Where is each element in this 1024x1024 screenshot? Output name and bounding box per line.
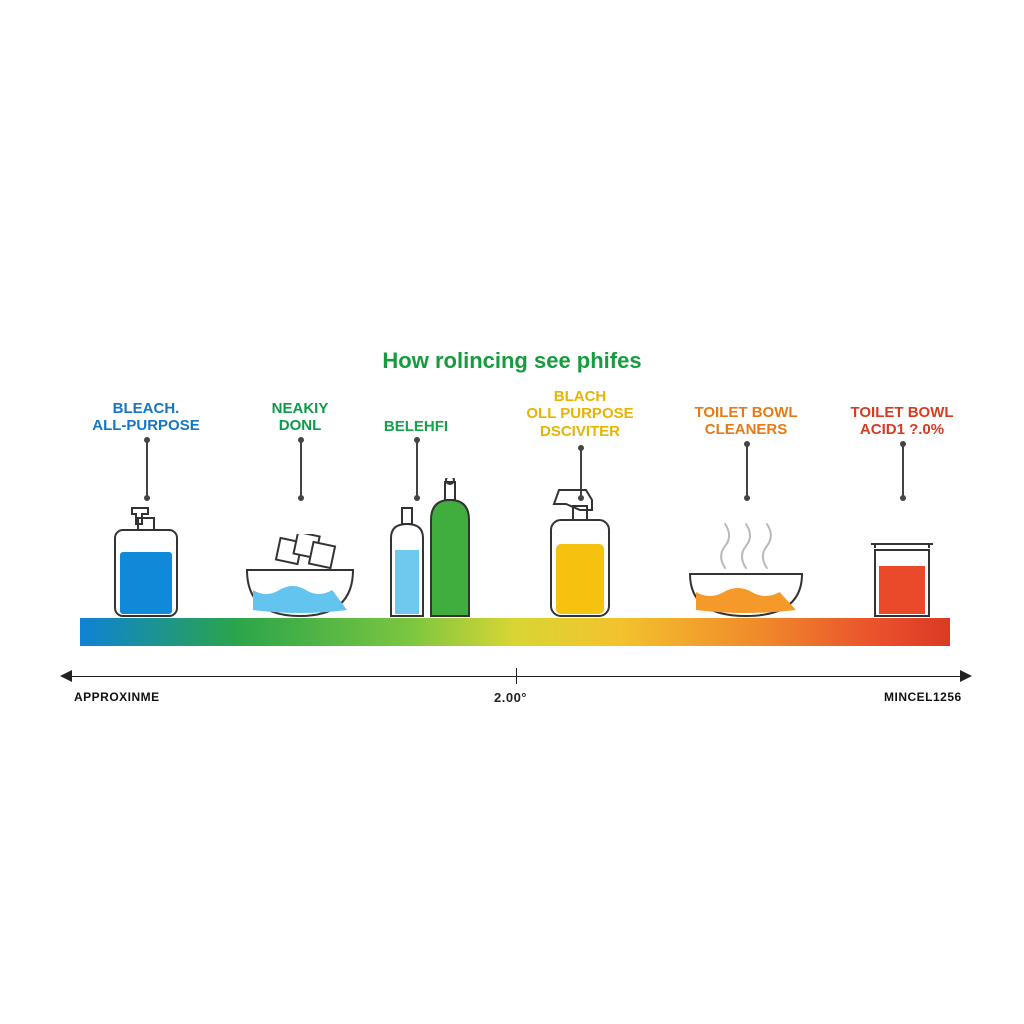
axis-arrow-right-icon	[960, 670, 972, 682]
toilet-bowl-acid-leader	[902, 444, 904, 498]
infographic-title: How rolincing see phifes	[0, 348, 1024, 374]
bleach-all-purpose-icon	[114, 500, 178, 618]
belehfi-label: BELEHFI	[336, 418, 496, 435]
toilet-bowl-acid-label: TOILET BOWL ACID1 ?.0%	[822, 404, 982, 439]
axis-arrow-left-icon	[60, 670, 72, 682]
ph-scale-bar	[80, 618, 950, 646]
axis-right-end-label: MINCEL1256	[884, 690, 962, 704]
axis-center-label: 2.00°	[494, 690, 527, 705]
bleach-all-purpose-leader	[146, 440, 148, 498]
infographic-canvas: { "canvas": { "width": 1024, "height": 1…	[0, 0, 1024, 1024]
blach-oll-purpose-icon	[550, 486, 610, 618]
bleach-all-purpose-label: BLEACH. ALL-PURPOSE	[66, 400, 226, 435]
axis-center-tick	[516, 668, 517, 684]
toilet-bowl-cleaners-icon	[688, 520, 804, 618]
toilet-bowl-cleaners-label: TOILET BOWL CLEANERS	[666, 404, 826, 439]
blach-oll-purpose-label: BLACH OLL PURPOSE DSCIVITER	[500, 388, 660, 440]
axis-left-end-label: APPROXINME	[74, 690, 160, 704]
neakly-donl-icon	[245, 534, 355, 618]
neakly-donl-leader	[300, 440, 302, 498]
toilet-bowl-acid-icon	[871, 542, 933, 618]
toilet-bowl-cleaners-leader	[746, 444, 748, 498]
belehfi-icon	[390, 478, 470, 618]
